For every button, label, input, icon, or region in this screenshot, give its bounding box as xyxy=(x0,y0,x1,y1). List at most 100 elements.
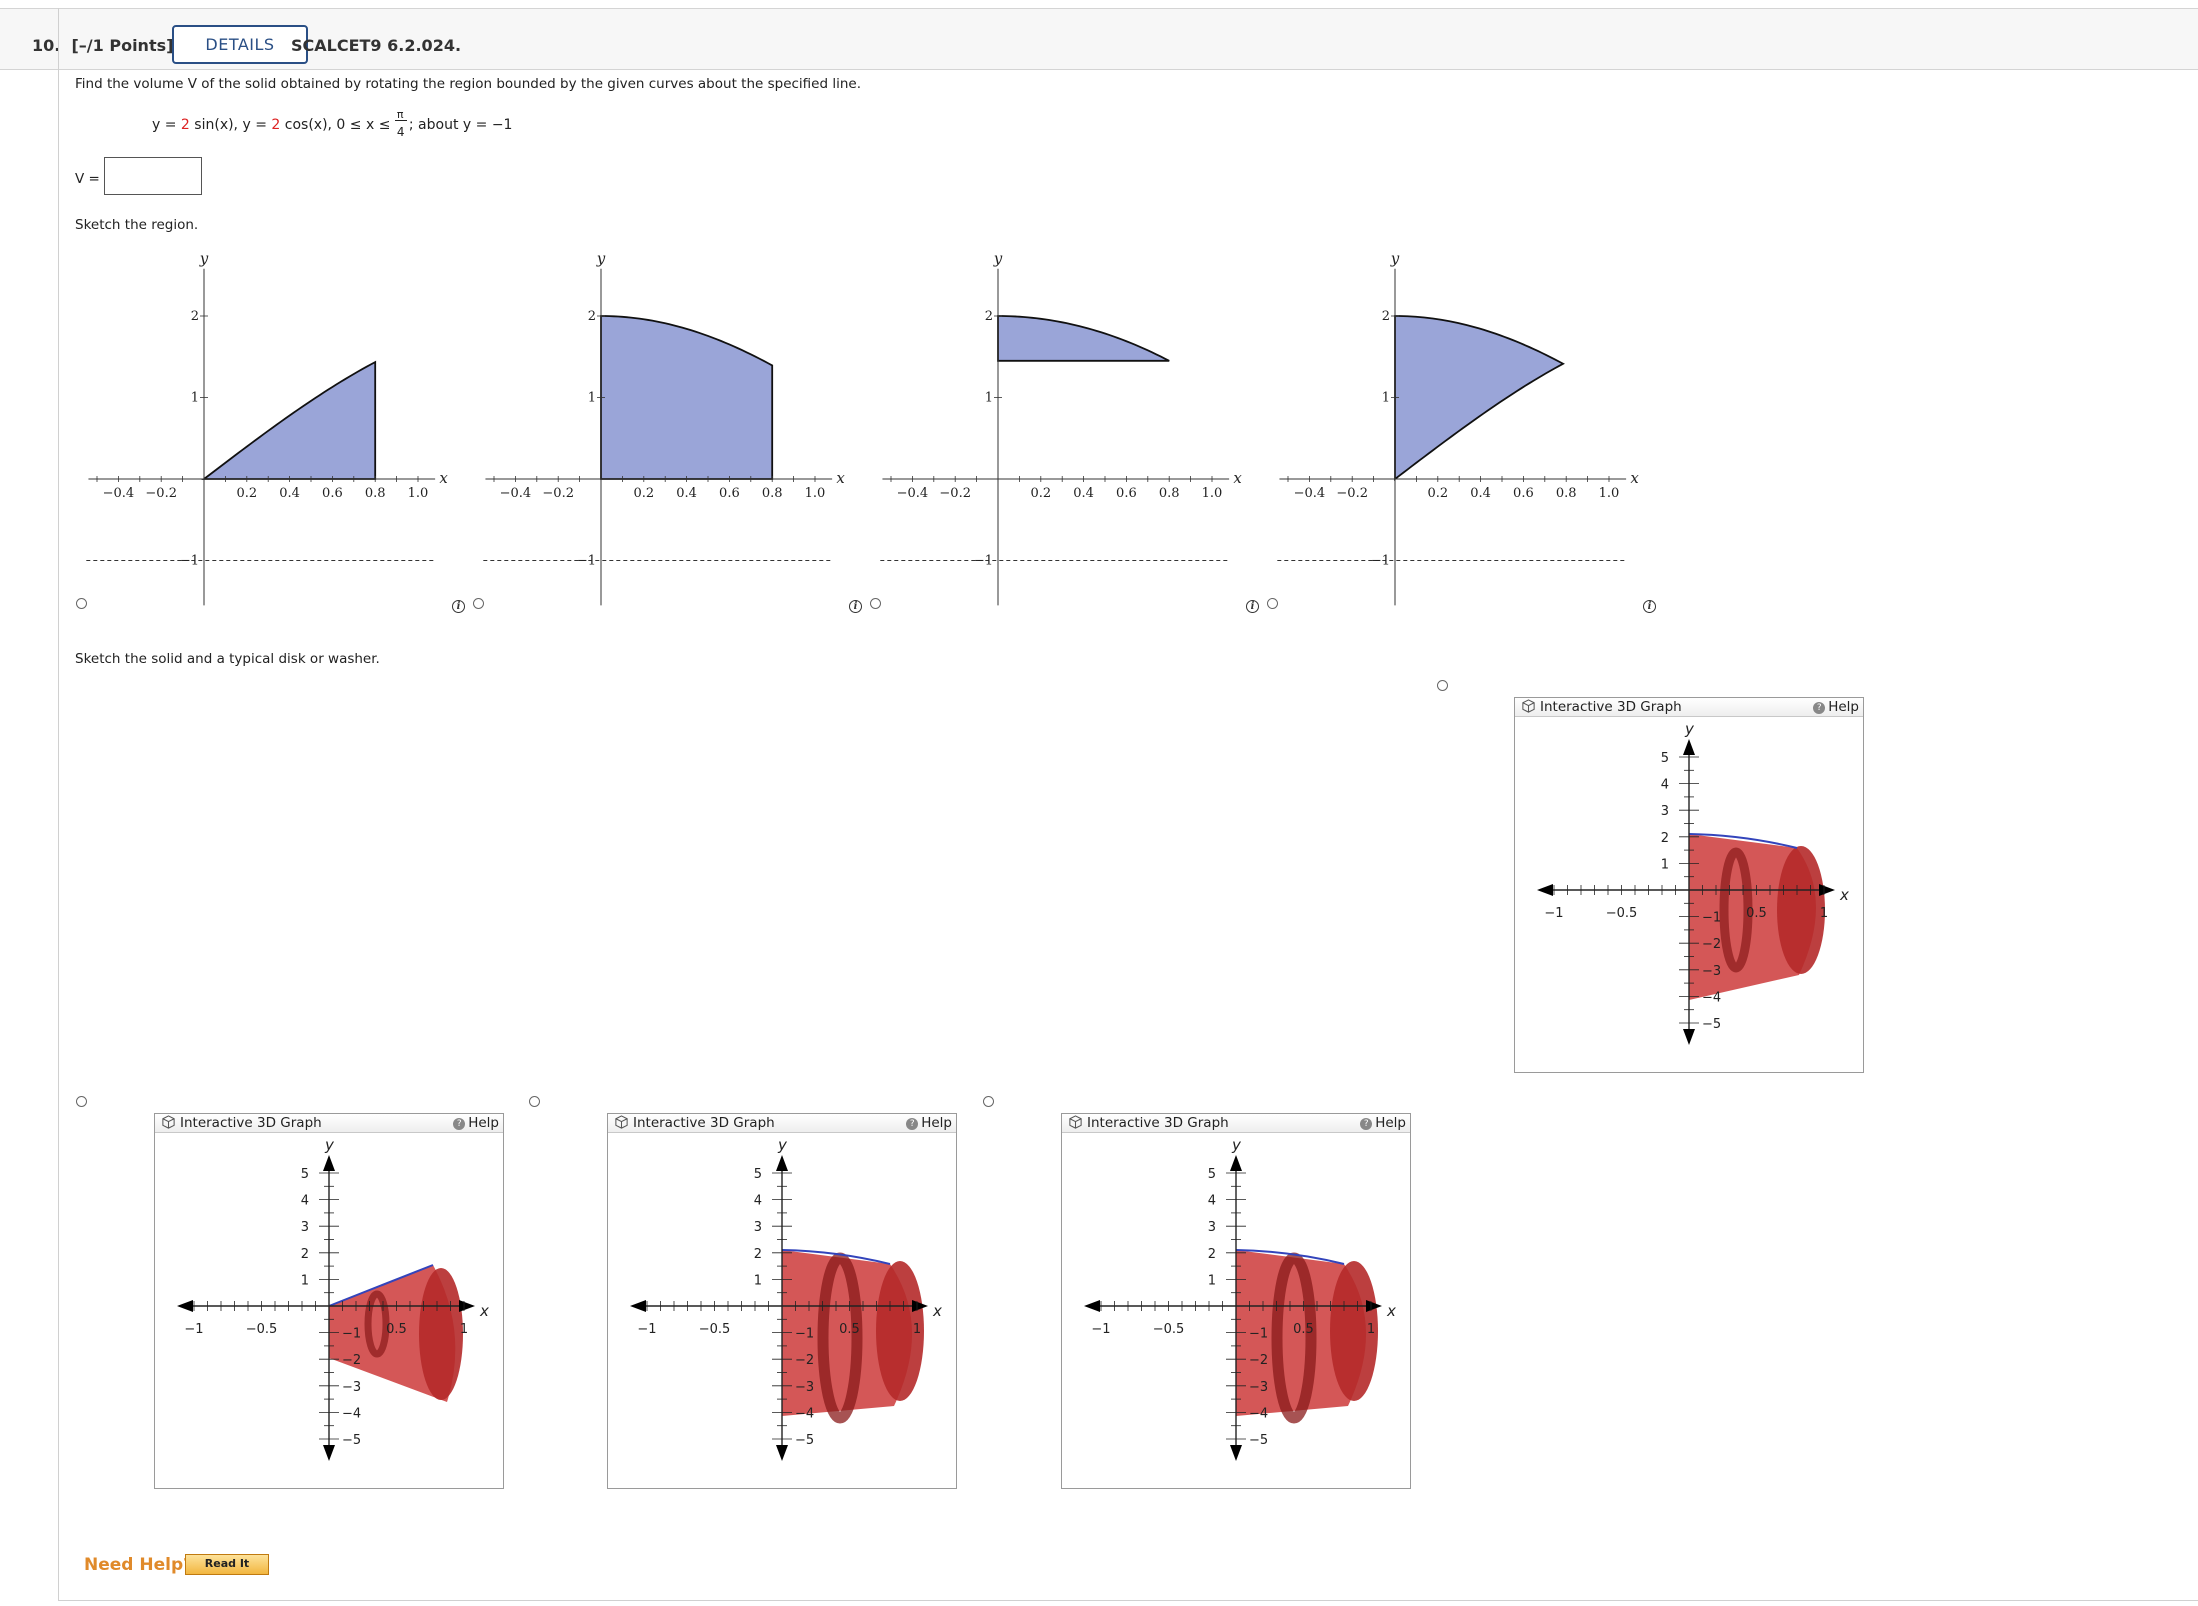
info-icon[interactable]: i xyxy=(1246,600,1259,613)
y-tick-label: −1 xyxy=(1371,554,1390,569)
help-button[interactable]: ? Help xyxy=(1360,1115,1406,1131)
y-axis-label: y xyxy=(1231,1136,1242,1154)
solid-end-cap xyxy=(1777,846,1825,974)
details-button[interactable]: DETAILS xyxy=(172,25,308,64)
x-tick-label: 0.2 xyxy=(1427,486,1448,501)
y-tick-label: −1 xyxy=(1702,911,1721,926)
x-axis-arrow-right xyxy=(1366,1300,1382,1312)
y-tick-label: 5 xyxy=(301,1167,309,1182)
cube-icon xyxy=(1522,699,1535,713)
y-tick-label: −1 xyxy=(180,554,199,569)
cube-icon xyxy=(1069,1115,1082,1129)
region-option-3-radio[interactable] xyxy=(870,598,881,609)
y-tick-label: 3 xyxy=(754,1220,762,1235)
y-tick-label: −1 xyxy=(974,554,993,569)
y-axis-arrow-down xyxy=(1683,1029,1695,1045)
region-graph-3: −0.4 −0.2 0.2 0.4 0.6 0.8 1.0 1 2 −1 y x xyxy=(880,249,1242,606)
x-tick-label: 0.4 xyxy=(1470,486,1491,501)
solid-3d-view[interactable]: −1 −0.5 0.5 1 5 4 3 2 1 −1 −2 −3 −4 −5 x y xyxy=(155,1133,502,1488)
x-axis-label: x xyxy=(1630,469,1639,487)
x-tick-label: 1.0 xyxy=(1202,486,1223,501)
x-tick-label: −0.2 xyxy=(939,486,971,501)
y-tick-label: −2 xyxy=(1249,1353,1268,1368)
shaded-region xyxy=(997,315,1170,362)
help-icon: ? xyxy=(453,1118,466,1130)
solid-option-2-radio[interactable] xyxy=(76,1096,87,1107)
washer-ring xyxy=(364,1290,390,1358)
question-prompt: Find the volume V of the solid obtained … xyxy=(75,76,861,92)
x-tick-label: 0.2 xyxy=(236,486,257,501)
y-tick-label: −5 xyxy=(342,1433,361,1448)
interactive-3d-graph-2[interactable]: Interactive 3D Graph ? Help −1 −0.5 0.5 1 5 4 3 2 1… xyxy=(154,1113,504,1489)
x-tick-label: 0.6 xyxy=(322,486,343,501)
help-icon: ? xyxy=(1360,1118,1373,1130)
washer-ring xyxy=(1719,847,1753,973)
x-tick-label: 0.2 xyxy=(1030,486,1051,501)
shaded-region xyxy=(1394,315,1565,481)
y-tick-label: 5 xyxy=(754,1167,762,1182)
interactive-3d-graph-3[interactable]: Interactive 3D Graph ? Help −1 −0.5 0.5 1 5 4 3 2 1… xyxy=(607,1113,957,1489)
y-tick-label: −4 xyxy=(1702,990,1721,1005)
x-tick-label: 0.5 xyxy=(839,1322,860,1337)
x-tick-label: 0.8 xyxy=(1159,486,1180,501)
y-tick-label: 3 xyxy=(1661,804,1669,819)
question-number: 10. [–/1 Points] xyxy=(32,36,174,55)
x-tick-label: 0.4 xyxy=(1073,486,1094,501)
interactive-3d-graph-4[interactable]: Interactive 3D Graph ? Help −1 −0.5 0.5 1 5 4 3 2 1… xyxy=(1061,1113,1411,1489)
y-tick-label: 2 xyxy=(985,309,993,324)
solid-3d-view[interactable]: −1 −0.5 0.5 1 5 4 3 2 1 −1 −2 −3 −4 −5 x y xyxy=(608,1133,955,1488)
x-tick-label: −0.4 xyxy=(103,486,135,501)
y-tick-label: −2 xyxy=(1702,937,1721,952)
y-tick-label: 2 xyxy=(301,1247,309,1262)
solid-option-3-radio[interactable] xyxy=(529,1096,540,1107)
help-button[interactable]: ? Help xyxy=(906,1115,952,1131)
x-axis-label: x xyxy=(1839,886,1849,904)
y-tick-label: 1 xyxy=(301,1273,309,1288)
x-tick-label: 1 xyxy=(1820,906,1828,921)
x-axis-label: x xyxy=(1233,469,1242,487)
panel-title-bar: Interactive 3D Graph ? Help xyxy=(608,1114,956,1133)
y-axis-arrow-up xyxy=(323,1155,335,1171)
x-tick-label: −1 xyxy=(1091,1322,1110,1337)
cube-icon xyxy=(615,1115,628,1129)
y-tick-label: 2 xyxy=(754,1247,762,1262)
solid-option-1-radio[interactable] xyxy=(1437,680,1448,691)
region-option-2-radio[interactable] xyxy=(473,598,484,609)
info-icon[interactable]: i xyxy=(452,600,465,613)
region-option-4-radio[interactable] xyxy=(1267,598,1278,609)
y-tick-label: −3 xyxy=(1702,964,1721,979)
y-tick-label: −5 xyxy=(1249,1433,1268,1448)
y-axis-label: y xyxy=(596,249,606,267)
x-axis-arrow-right xyxy=(1819,884,1835,896)
solid-of-revolution xyxy=(1235,1249,1378,1424)
solid-of-revolution xyxy=(781,1249,924,1424)
sketch-solid-label: Sketch the solid and a typical disk or w… xyxy=(75,651,380,667)
y-tick-label: 2 xyxy=(588,309,596,324)
x-tick-label: −0.5 xyxy=(246,1322,278,1337)
x-tick-label: −0.5 xyxy=(1153,1322,1185,1337)
help-button[interactable]: ? Help xyxy=(453,1115,499,1131)
x-tick-label: 1.0 xyxy=(1599,486,1620,501)
region-option-1-radio[interactable] xyxy=(76,598,87,609)
solid-body xyxy=(1236,1250,1367,1416)
read-it-button[interactable]: Read It xyxy=(185,1554,269,1575)
solid-3d-view[interactable]: −1 −0.5 0.5 1 5 4 3 2 1 −1 −2 −3 −4 −5 x y xyxy=(1062,1133,1409,1488)
boundary-curve xyxy=(1688,833,1798,849)
shaded-region xyxy=(201,360,377,480)
solid-3d-view[interactable]: −1 −0.5 0.5 1 5 4 3 2 1 −1 −2 −3 −4 −5 x y xyxy=(1515,717,1862,1072)
x-axis-arrow-left xyxy=(1537,884,1553,896)
help-button[interactable]: ? Help xyxy=(1813,699,1859,715)
x-tick-label: 0.6 xyxy=(1513,486,1534,501)
solid-body xyxy=(782,1250,913,1416)
x-axis-label: x xyxy=(836,469,845,487)
y-axis-label: y xyxy=(324,1136,335,1154)
interactive-3d-graph-1[interactable]: Interactive 3D Graph ? Help −1 −0.5 0.5 1 5 4 3 2 1… xyxy=(1514,697,1864,1073)
info-icon[interactable]: i xyxy=(1643,600,1656,613)
info-icon[interactable]: i xyxy=(849,600,862,613)
x-tick-label: 0.8 xyxy=(365,486,386,501)
volume-answer-input[interactable] xyxy=(104,157,202,195)
washer-ring xyxy=(817,1252,863,1424)
solid-option-4-radio[interactable] xyxy=(983,1096,994,1107)
y-tick-label: 1 xyxy=(1661,857,1669,872)
y-tick-label: 2 xyxy=(191,309,199,324)
